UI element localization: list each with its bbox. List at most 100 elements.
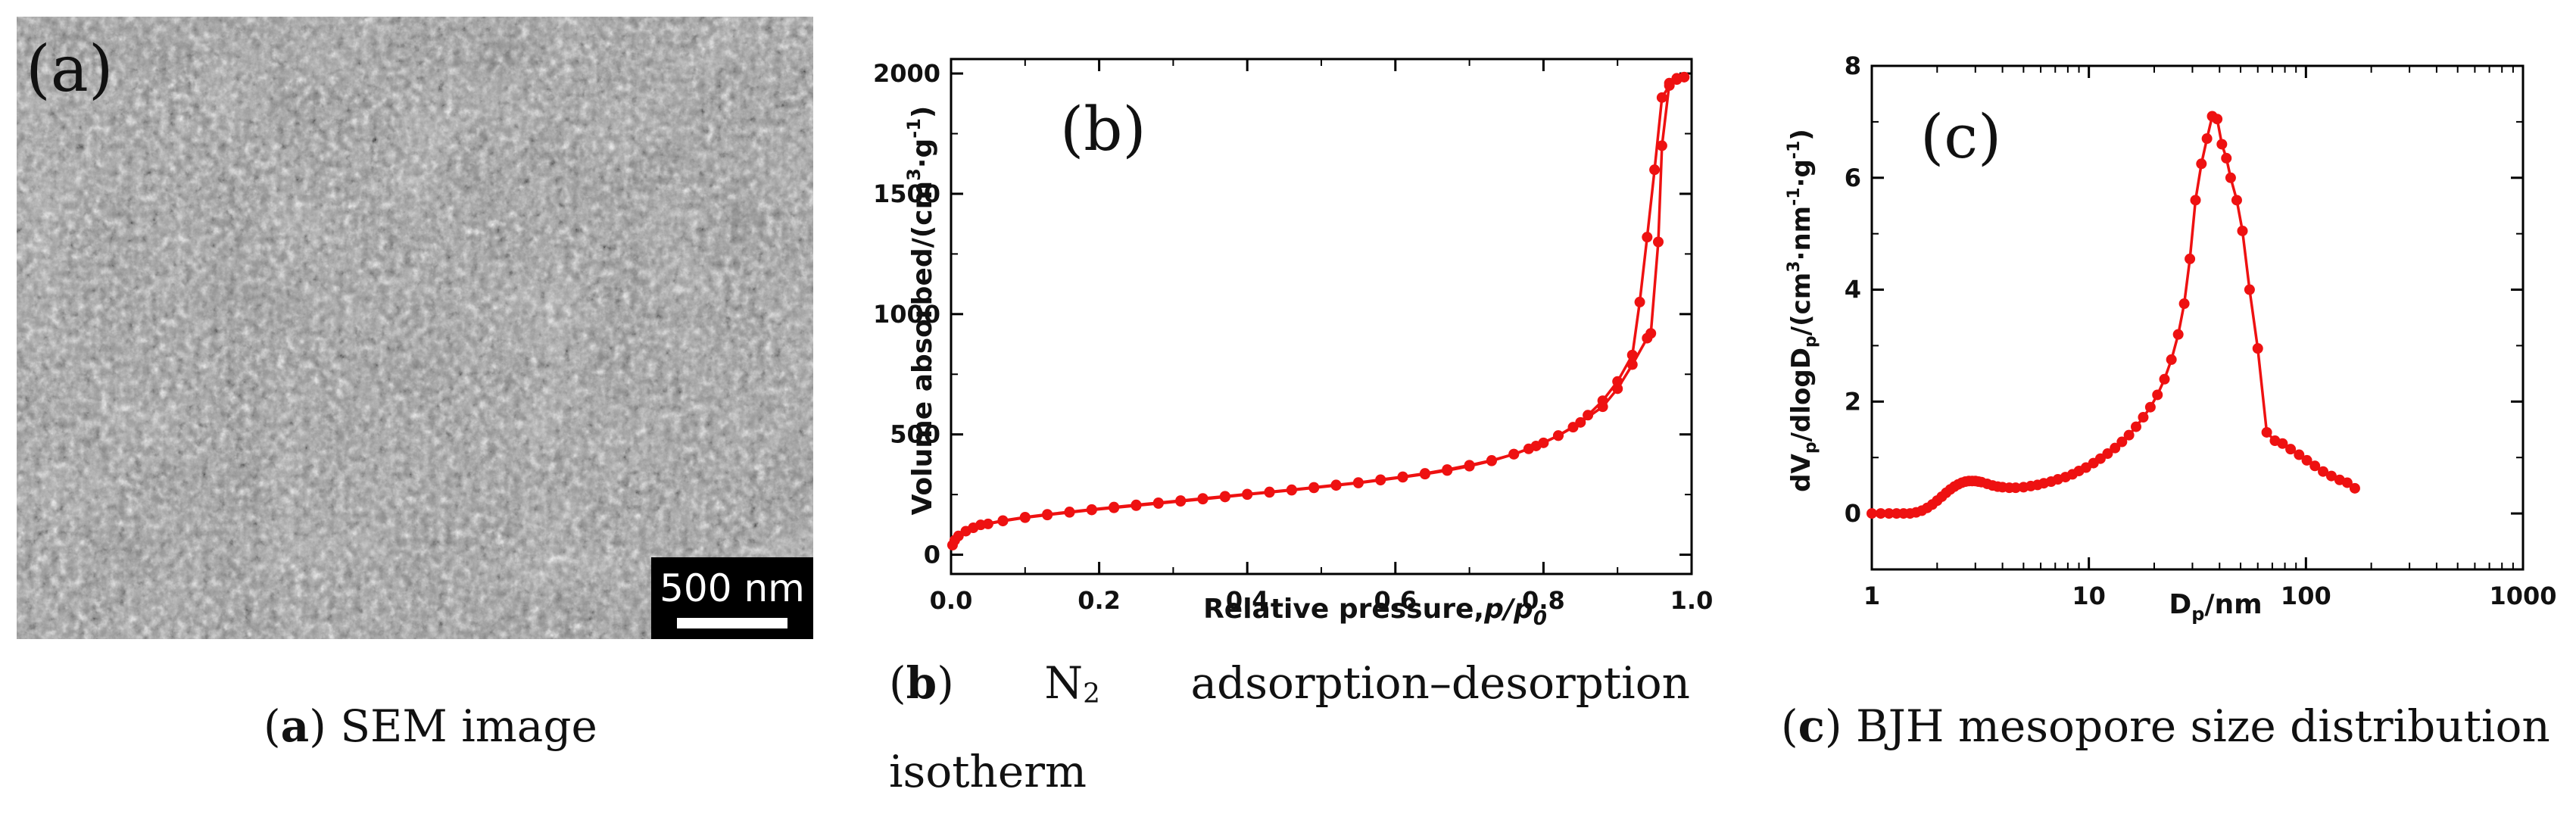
isotherm-xlabel-prefix: Relative pressure, (1203, 594, 1484, 625)
bjh-ylabel-sup3: -1 (1785, 141, 1804, 159)
bjh-data-point-BJH (2212, 114, 2223, 125)
bjh-data-point-BJH (2221, 152, 2232, 164)
isotherm-data-point-desorption (1442, 464, 1453, 476)
isotherm-ylabel-sup2: -1 (903, 118, 925, 139)
isotherm-data-point-adsorption (1656, 140, 1667, 151)
caption-c-text: BJH mesopore size distribution (1856, 700, 2550, 752)
isotherm-x-tick-label: 0.2 (1077, 586, 1121, 615)
isotherm-x-tick-label: 0.8 (1522, 586, 1565, 615)
isotherm-y-tick-label: 1500 (873, 179, 940, 208)
bjh-xlabel-main: D (2169, 589, 2191, 620)
bjh-data-point-BJH (2190, 195, 2201, 206)
isotherm-series-line-desorption (980, 76, 1685, 526)
bjh-data-point-BJH (2159, 373, 2170, 385)
isotherm-data-point-desorption (1375, 474, 1386, 485)
isotherm-data-point-desorption (1352, 477, 1364, 488)
bjh-ylabel-a: dV (1786, 453, 1817, 491)
caption-b-word: adsorption–desorption (1190, 657, 1691, 709)
scale-bar-label: 500 nm (660, 566, 805, 610)
bjh-x-axis-label: Dp/nm (2169, 589, 2262, 625)
scale-bar-line (677, 618, 787, 628)
isotherm-x-tick-label: 0.0 (930, 586, 973, 615)
isotherm-y-tick-label: 2000 (873, 59, 940, 88)
caption-b-species-symbol: N (1044, 657, 1084, 709)
bjh-data-point-BJH (2196, 158, 2207, 170)
bjh-y-tick-label: 6 (1845, 164, 1861, 192)
isotherm-data-point-desorption (1656, 92, 1667, 103)
isotherm-data-point-desorption (1330, 479, 1342, 491)
isotherm-data-point-desorption (1649, 164, 1661, 176)
bjh-xlabel-end: /nm (2204, 589, 2262, 620)
isotherm-y-tick-label: 1000 (873, 300, 940, 329)
bjh-data-point-BJH (2225, 172, 2236, 183)
bjh-y-axis-label: dVp/dlogDp/(cm3·nm-1·g-1) (1785, 129, 1820, 492)
isotherm-data-point-desorption (1612, 376, 1623, 387)
bjh-y-tick-label: 2 (1845, 387, 1861, 416)
isotherm-data-point-desorption (1042, 509, 1053, 520)
isotherm-data-point-desorption (1175, 495, 1187, 507)
bjh-plot-frame (1870, 64, 2525, 571)
bjh-data-point-BJH (2185, 253, 2196, 264)
bjh-data-point-BJH (2294, 449, 2305, 460)
isotherm-data-point-desorption (1019, 512, 1031, 523)
bjh-series-line-BJH (1872, 114, 2356, 515)
isotherm-data-point-desorption (1131, 499, 1142, 510)
isotherm-data-point-desorption (1109, 501, 1120, 513)
bjh-data-point-BJH (2138, 412, 2149, 423)
isotherm-x-tick-label: 1.0 (1670, 586, 1714, 615)
isotherm-data-point-desorption (1567, 422, 1579, 433)
bjh-data-point-BJH (2309, 460, 2321, 472)
bjh-ylabel-sup2: -1 (1785, 187, 1804, 205)
caption-a: (a) SEM image (264, 700, 597, 752)
caption-b-species: N2 (1044, 657, 1100, 709)
bjh-data-point-BJH (2252, 343, 2263, 354)
bjh-data-point-BJH (2301, 454, 2312, 466)
isotherm-data-point-desorption (1064, 507, 1075, 518)
bjh-data-point-BJH (2341, 477, 2353, 488)
isotherm-data-point-desorption (1219, 491, 1230, 502)
bjh-data-point-BJH (2231, 195, 2242, 206)
bjh-x-tick-label: 1000 (2489, 582, 2556, 610)
isotherm-data-point-adsorption (1652, 236, 1664, 248)
isotherm-ylabel-end: ) (907, 106, 938, 118)
caption-c: (c) BJH mesopore size distribution (1781, 700, 2550, 752)
isotherm-data-point-desorption (1583, 410, 1594, 421)
bjh-ylabel-d: ·nm (1786, 206, 1817, 261)
bjh-data-point-BJH (1883, 508, 1895, 519)
bjh-y-tick-label: 4 (1845, 276, 1861, 304)
bjh-ylabel-b: /dlogD (1786, 348, 1817, 441)
isotherm-xlabel-p: p (1483, 594, 1504, 625)
isotherm-data-point-desorption (1286, 484, 1297, 495)
bjh-x-tick-label: 100 (2281, 582, 2331, 610)
caption-b-line2: isotherm (889, 746, 1087, 797)
isotherm-data-point-desorption (1464, 460, 1475, 471)
isotherm-data-point-desorption (997, 515, 1009, 526)
bjh-ylabel-sub1: p (1801, 441, 1820, 454)
bjh-data-point-BJH (2244, 284, 2255, 295)
isotherm-chart: 0.0 0.2 0.4 0.6 0.8 1.0 0 500 1000 1500 2000 (b) R… (873, 58, 1714, 630)
isotherm-y-tick-label: 500 (890, 420, 940, 449)
bjh-data-point-BJH (2144, 401, 2156, 413)
isotherm-data-point-desorption (975, 519, 987, 531)
bjh-data-point-BJH (1875, 508, 1886, 519)
isotherm-data-point-desorption (1086, 504, 1097, 515)
isotherm-data-point-desorption (1242, 488, 1253, 500)
bjh-ylabel-e: ·g (1786, 159, 1817, 187)
sem-texture (17, 17, 813, 639)
bjh-data-point-BJH (2166, 354, 2177, 365)
panel-b-letter: (b) (1060, 94, 1146, 164)
bjh-data-point-BJH (2116, 436, 2128, 448)
bjh-data-point-BJH (2010, 482, 2021, 494)
isotherm-ylabel-mid: ·g (907, 139, 938, 168)
isotherm-data-point-desorption (1419, 468, 1430, 479)
caption-b-line1: (b) N2 adsorption–desorption (889, 657, 1690, 709)
bjh-data-point-BJH (2325, 470, 2337, 482)
isotherm-data-point-desorption (1523, 443, 1534, 454)
bjh-data-point-BJH (2123, 429, 2135, 441)
isotherm-xlabel-p0: p (1513, 594, 1533, 625)
bjh-data-point-BJH (2277, 438, 2288, 449)
bjh-y-tick-label: 0 (1845, 499, 1861, 528)
isotherm-x-tick-label: 0.6 (1374, 586, 1417, 615)
isotherm-xlabel-slash: / (1501, 594, 1516, 625)
